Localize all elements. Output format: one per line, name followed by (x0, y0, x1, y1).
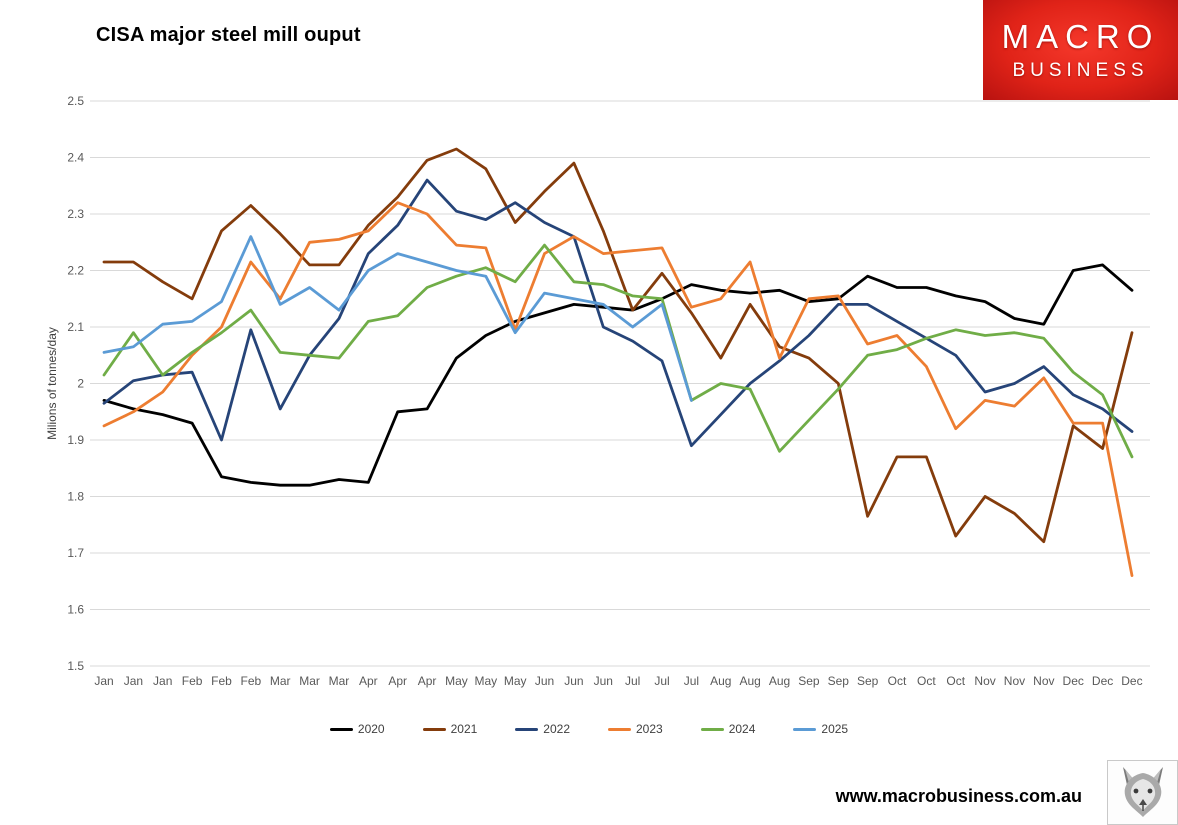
series-line-2022 (102, 178, 1134, 448)
y-axis-tick-label: 1.7 (67, 546, 84, 560)
legend-swatch-2020 (329, 727, 353, 731)
legend-label-2021: 2021 (450, 722, 478, 736)
x-axis-tick-label: Jun (564, 674, 583, 688)
x-axis-tick-label: Aug (710, 674, 731, 688)
x-axis-tick-label: Oct (946, 674, 965, 688)
legend-label-2020: 2020 (357, 722, 385, 736)
wolf-logo (1107, 760, 1178, 825)
x-axis-tick-label: Jan (124, 674, 143, 688)
legend-swatch-2023 (608, 727, 631, 731)
legend-label-2024: 2024 (728, 722, 756, 736)
x-axis-tick-label: Sep (798, 674, 820, 688)
legend-swatch-2022 (515, 727, 539, 731)
x-axis-tick-label: Jan (153, 674, 172, 688)
y-axis-tick-label: 2.4 (67, 151, 84, 165)
legend-label-2023: 2023 (636, 722, 663, 736)
legend-label-2022: 2022 (543, 722, 570, 736)
y-axis-tick-label: 2.5 (67, 94, 84, 108)
chart-legend: 2020 2021 2022 2023 2024 2025 (0, 722, 1178, 736)
legend-swatch-2024 (700, 727, 724, 731)
x-axis-tick-label: Feb (241, 674, 262, 688)
y-axis-tick-label: 1.6 (67, 603, 84, 617)
x-axis-tick-label: Mar (299, 674, 320, 688)
series-line-2024 (102, 243, 1134, 459)
series-line-2021 (102, 147, 1134, 544)
legend-item-2023: 2023 (608, 722, 663, 736)
x-axis-tick-label: Oct (917, 674, 936, 688)
x-axis-tick-label: Sep (857, 674, 879, 688)
series-line-2025 (102, 235, 693, 402)
x-axis-tick-label: Mar (329, 674, 350, 688)
y-axis-tick-label: 1.8 (67, 490, 84, 504)
x-axis-tick-label: Mar (270, 674, 291, 688)
x-axis-tick-label: Aug (739, 674, 760, 688)
footer-website-url: www.macrobusiness.com.au (835, 786, 1082, 806)
x-axis-tick-label: Dec (1063, 674, 1084, 688)
y-axis-tick-label: 2.1 (67, 320, 84, 334)
x-axis-tick-label: Jun (594, 674, 613, 688)
x-axis-tick-label: Aug (769, 674, 790, 688)
y-axis-tick-label: 2 (77, 377, 84, 391)
x-axis-tick-label: Jul (654, 674, 669, 688)
x-axis-tick-label: Jan (94, 674, 113, 688)
legend-label-2025: 2025 (821, 722, 849, 736)
legend-item-2020: 2020 (329, 722, 385, 736)
legend-swatch-2021 (422, 727, 446, 731)
x-axis-tick-label: May (474, 674, 497, 688)
x-axis-tick-label: Feb (211, 674, 232, 688)
x-axis-tick-label: Nov (1004, 674, 1025, 688)
logo-text-business: BUSINESS (1012, 60, 1149, 81)
x-axis-tick-label: May (504, 674, 527, 688)
y-axis-tick-label: 2.2 (67, 264, 84, 278)
x-axis-tick-label: Jun (535, 674, 554, 688)
macrobusiness-logo: MACRO BUSINESS (983, 0, 1178, 100)
x-axis-tick-label: Sep (828, 674, 850, 688)
y-axis-tick-label: 2.3 (67, 207, 84, 221)
logo-text-macro: MACRO (1001, 18, 1160, 55)
x-axis-tick-label: Apr (418, 674, 437, 688)
line-chart: 2.5 2.4 2.3 2.2 2.1 2 1.9 1.8 1.7 1.6 1.5 Jan Jan Jan… (45, 94, 1150, 688)
legend-item-2022: 2022 (515, 722, 570, 736)
legend-item-2021: 2021 (422, 722, 478, 736)
y-axis-tick-label: 1.5 (67, 659, 84, 673)
x-axis-tick-label: Apr (388, 674, 407, 688)
y-axis-tick-label: 1.9 (67, 433, 84, 447)
wolf-head-icon (1122, 766, 1163, 817)
x-axis-tick-label: Dec (1092, 674, 1113, 688)
x-axis-tick-label: Jul (625, 674, 640, 688)
page-title: CISA major steel mill ouput (96, 24, 361, 46)
x-axis-tick-label: Apr (359, 674, 378, 688)
series-line-2020 (102, 263, 1134, 487)
legend-swatch-2025 (793, 727, 817, 731)
x-axis-tick-label: Nov (1033, 674, 1054, 688)
x-axis-tick-label: Jul (684, 674, 699, 688)
x-axis-tick-label: Oct (888, 674, 907, 688)
x-axis-tick-label: Feb (182, 674, 203, 688)
legend-item-2024: 2024 (700, 722, 756, 736)
legend-item-2025: 2025 (793, 722, 848, 736)
x-axis-tick-label: May (445, 674, 468, 688)
y-axis-title: Milions of tonnes/day (45, 327, 59, 440)
x-axis-tick-label: Nov (974, 674, 995, 688)
series-line-2023 (102, 201, 1134, 577)
x-axis-tick-label: Dec (1121, 674, 1142, 688)
